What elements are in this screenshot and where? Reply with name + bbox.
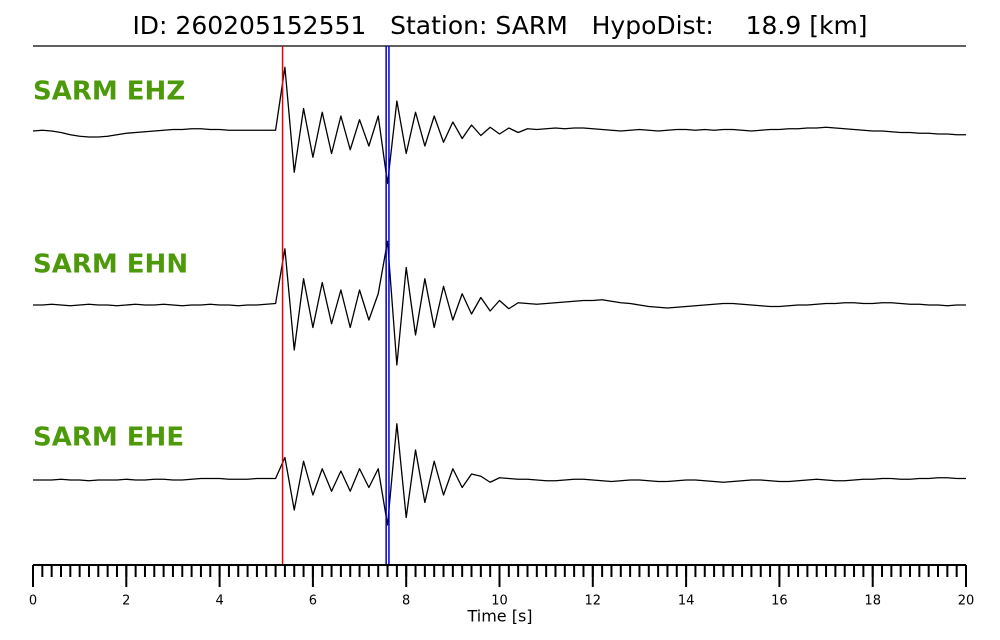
waveform (33, 240, 966, 366)
x-tick-label: 4 (215, 594, 223, 609)
x-tick-label: 8 (402, 594, 410, 609)
trace-label: SARM EHE (33, 423, 184, 453)
x-axis-label: Time [s] (466, 607, 532, 626)
x-tick-label: 20 (958, 594, 975, 609)
waveform (32, 66, 966, 185)
waveform (33, 423, 966, 526)
trace-label: SARM EHN (33, 250, 188, 280)
x-tick-label: 12 (585, 594, 602, 609)
x-tick-label: 16 (771, 594, 788, 609)
x-tick-label: 10 (491, 594, 508, 609)
x-tick-label: 14 (678, 594, 695, 609)
x-tick-label: 6 (309, 594, 317, 609)
x-tick-label: 18 (864, 594, 881, 609)
x-tick-label: 0 (29, 594, 37, 609)
x-tick-label: 2 (122, 594, 130, 609)
chart-title: ID: 260205152551 Station: SARM HypoDist:… (132, 11, 867, 40)
trace-label: SARM EHZ (33, 77, 185, 107)
